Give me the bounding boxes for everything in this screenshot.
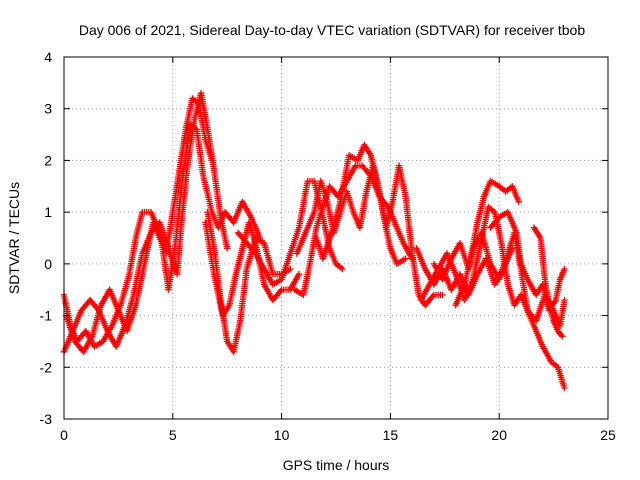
data-point bbox=[439, 291, 446, 299]
data-point bbox=[558, 331, 565, 339]
y-tick-label: -2 bbox=[40, 359, 53, 375]
data-point bbox=[561, 384, 568, 392]
y-tick-label: 4 bbox=[44, 49, 52, 65]
data-point bbox=[339, 265, 346, 273]
x-tick-label: 25 bbox=[600, 427, 616, 443]
data-point bbox=[287, 265, 294, 273]
data-point bbox=[402, 255, 409, 262]
axis-ticks: 0 5 10 15 20 25 -3 -2 -1 0 1 2 3 4 bbox=[40, 49, 616, 443]
data-points bbox=[60, 90, 568, 392]
x-tick-label: 0 bbox=[60, 427, 68, 443]
data-point bbox=[561, 296, 568, 304]
x-tick-label: 10 bbox=[274, 427, 290, 443]
y-tick-label: 0 bbox=[44, 256, 52, 272]
x-tick-label: 20 bbox=[491, 427, 507, 443]
x-axis-label: GPS time / hours bbox=[283, 457, 390, 473]
x-tick-label: 15 bbox=[383, 427, 399, 443]
plot-frame bbox=[63, 56, 609, 420]
y-tick-label: 2 bbox=[44, 152, 52, 168]
data-point bbox=[559, 333, 566, 340]
data-point bbox=[224, 245, 231, 252]
y-tick-label: -1 bbox=[40, 308, 53, 324]
y-axis-label: SDTVAR / TECUs bbox=[6, 182, 22, 294]
chart-title: Day 006 of 2021, Sidereal Day-to-day VTE… bbox=[79, 22, 586, 38]
y-tick-label: -3 bbox=[40, 411, 53, 427]
data-point bbox=[295, 271, 303, 278]
x-tick-label: 5 bbox=[169, 427, 177, 443]
y-tick-label: 1 bbox=[44, 204, 52, 220]
data-point bbox=[515, 198, 522, 205]
data-point bbox=[561, 265, 568, 273]
y-tick-label: 3 bbox=[44, 101, 52, 117]
